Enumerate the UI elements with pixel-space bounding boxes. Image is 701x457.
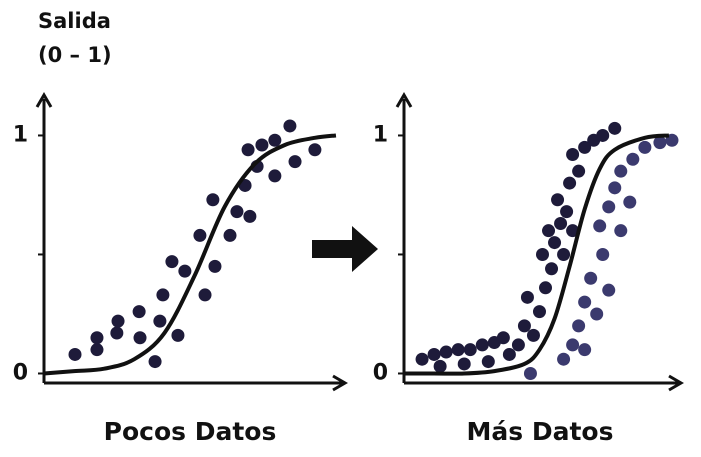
data-point	[539, 281, 553, 295]
data-point	[557, 247, 571, 261]
y-tick-label: 0	[373, 360, 388, 385]
data-point	[517, 319, 531, 333]
data-point	[268, 133, 282, 147]
data-point	[623, 195, 637, 209]
data-point	[548, 236, 562, 250]
data-point	[230, 205, 244, 219]
x-axis-title: Pocos Datos	[104, 417, 277, 446]
data-point	[481, 355, 495, 369]
data-point	[590, 307, 604, 321]
data-point	[526, 328, 540, 342]
axis-arrow	[668, 374, 684, 392]
y-axis-title: Salida	[38, 9, 111, 33]
data-point	[545, 262, 559, 276]
data-point	[653, 136, 667, 150]
data-point	[451, 343, 465, 357]
data-point	[608, 181, 622, 195]
data-point	[608, 121, 622, 135]
data-point	[153, 314, 167, 328]
data-point	[614, 164, 628, 178]
y-tick-label: 1	[13, 122, 28, 147]
transition-arrow	[312, 226, 378, 272]
data-point	[268, 169, 282, 183]
data-point	[415, 352, 429, 366]
data-point	[551, 193, 565, 207]
data-point	[475, 338, 489, 352]
data-point	[578, 140, 592, 154]
data-point	[427, 347, 441, 361]
data-point	[243, 209, 257, 223]
data-point	[536, 247, 549, 261]
data-point	[110, 326, 124, 340]
data-point	[457, 357, 471, 371]
data-point	[90, 331, 104, 345]
data-point	[148, 355, 162, 369]
data-point	[156, 288, 170, 302]
axis-arrow	[395, 92, 413, 108]
y-tick-label: 0	[13, 360, 28, 385]
data-point	[520, 290, 534, 304]
data-point	[572, 319, 586, 333]
data-point	[111, 314, 125, 328]
curve	[404, 133, 670, 376]
data-point	[572, 164, 586, 178]
data-point	[593, 219, 607, 233]
data-point	[554, 217, 568, 231]
data-point	[502, 347, 516, 361]
data-point	[566, 148, 580, 162]
data-point	[563, 176, 577, 190]
y-tick-label: 1	[373, 122, 388, 147]
data-point	[626, 152, 640, 166]
data-point	[463, 343, 477, 357]
data-point	[208, 259, 222, 273]
curve	[43, 133, 337, 376]
data-point	[578, 343, 592, 357]
data-point	[198, 288, 212, 302]
data-point	[206, 193, 220, 207]
data-point	[171, 328, 185, 342]
data-point	[133, 331, 147, 345]
data-point	[566, 224, 580, 238]
data-point	[584, 271, 598, 285]
data-point	[638, 140, 652, 154]
data-point	[165, 255, 179, 269]
data-point	[178, 264, 192, 278]
data-point	[439, 345, 453, 359]
data-point	[223, 228, 237, 242]
data-point	[542, 224, 556, 238]
data-point	[308, 143, 322, 157]
data-point	[193, 228, 207, 242]
data-point	[90, 343, 104, 357]
data-point	[68, 347, 82, 361]
data-point	[602, 200, 616, 214]
data-point	[255, 138, 269, 152]
x-axis-title: Más Datos	[467, 417, 614, 446]
data-point	[511, 338, 525, 352]
data-point	[566, 338, 580, 352]
data-point	[523, 366, 537, 380]
data-point	[596, 247, 610, 261]
data-point	[433, 359, 447, 373]
data-point	[283, 119, 297, 133]
data-point	[578, 295, 592, 309]
data-point	[532, 305, 546, 319]
y-axis-title: (0 – 1)	[38, 43, 112, 67]
axis-arrow	[332, 374, 348, 392]
data-point	[241, 143, 255, 157]
data-point	[614, 224, 628, 238]
data-point	[496, 331, 510, 345]
data-point	[602, 283, 616, 297]
data-point	[557, 352, 571, 366]
data-point	[596, 128, 610, 142]
data-point	[132, 305, 146, 319]
data-point	[288, 155, 302, 169]
axis-arrow	[35, 92, 53, 108]
data-point	[560, 205, 574, 219]
